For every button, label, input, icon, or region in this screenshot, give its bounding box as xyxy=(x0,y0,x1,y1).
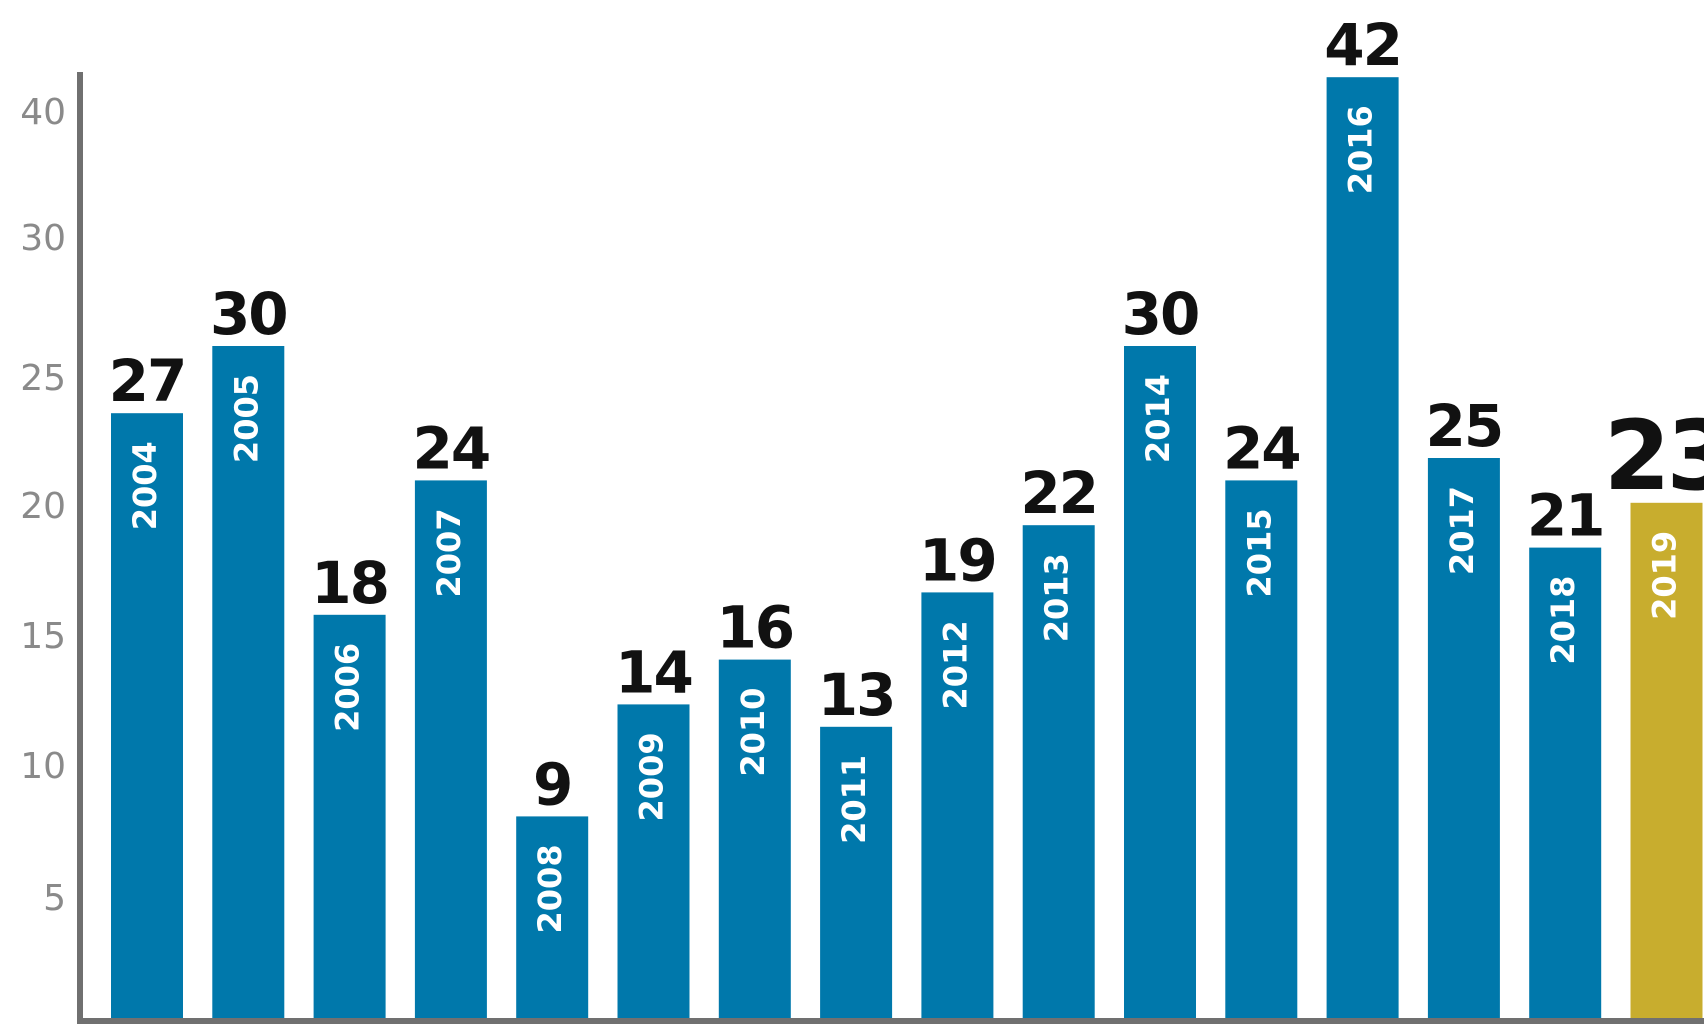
bar-highlight xyxy=(1630,502,1703,1018)
bar-group: 30 2014 xyxy=(1122,280,1200,1018)
y-tick-label: 20 xyxy=(20,486,66,527)
y-axis-ticks: 5 10 15 20 25 30 40 xyxy=(20,92,66,919)
bar-value-label: 21 xyxy=(1527,482,1604,550)
bar-value-label: 30 xyxy=(1122,280,1199,348)
bar-group: 16 2010 xyxy=(716,594,795,1018)
bar-category-label: 2016 xyxy=(1342,105,1380,194)
bar xyxy=(1529,547,1602,1018)
y-tick-label: 40 xyxy=(20,92,66,133)
bar-value-label: 22 xyxy=(1020,459,1097,527)
bar-group: 14 2009 xyxy=(615,638,694,1018)
bar-value-label: 24 xyxy=(413,414,490,482)
bar-value-label: 13 xyxy=(818,661,895,729)
bar-value-label: 25 xyxy=(1426,392,1503,460)
bar xyxy=(921,592,994,1018)
bar-value-label: 19 xyxy=(919,526,996,594)
bar-value-label: 24 xyxy=(1223,414,1300,482)
bar-category-label: 2011 xyxy=(835,755,873,844)
bar xyxy=(617,704,690,1018)
bar-value-label-highlight: 23 xyxy=(1604,400,1704,512)
bars-group: 27 2004 30 2005 18 2006 24 2007 9 2008 14 2009 16 201… xyxy=(109,11,1704,1018)
bar xyxy=(1225,480,1298,1018)
bar-group: 18 2006 xyxy=(311,549,390,1018)
bar xyxy=(414,480,487,1018)
y-tick-label: 25 xyxy=(20,358,66,399)
y-tick-label: 5 xyxy=(43,878,66,919)
bar xyxy=(1326,77,1399,1018)
bar-category-label: 2005 xyxy=(227,374,265,463)
bar-value-label: 14 xyxy=(615,638,692,706)
bar-value-label: 18 xyxy=(311,549,388,617)
bar xyxy=(820,726,893,1018)
bar xyxy=(212,346,285,1018)
bar-value-label: 16 xyxy=(716,594,793,662)
bar-category-label: 2018 xyxy=(1544,576,1582,665)
bar-category-label: 2008 xyxy=(531,844,569,933)
bar-category-label: 2012 xyxy=(936,620,974,709)
bar-category-label: 2019 xyxy=(1646,531,1684,620)
bar-category-label: 2013 xyxy=(1038,553,1076,642)
bar xyxy=(718,659,791,1018)
bar-category-label: 2007 xyxy=(430,508,468,597)
bar-category-label: 2004 xyxy=(126,441,164,530)
bar-group: 24 2007 xyxy=(413,414,491,1018)
bar xyxy=(516,816,589,1018)
axes-group xyxy=(77,72,1704,1024)
bar-group: 19 2012 xyxy=(919,526,998,1018)
bar-category-label: 2014 xyxy=(1139,374,1177,463)
bar-category-label: 2010 xyxy=(734,688,772,777)
bar-category-label: 2009 xyxy=(633,732,671,821)
bar-value-label: 30 xyxy=(210,280,287,348)
bar xyxy=(1022,525,1095,1018)
y-tick-label: 10 xyxy=(20,746,66,787)
bar-value-label: 42 xyxy=(1324,11,1401,79)
bar-group: 30 2005 xyxy=(210,280,289,1018)
bar-group: 22 2013 xyxy=(1020,459,1099,1018)
bar-group: 21 2018 xyxy=(1527,482,1606,1018)
y-tick-label: 30 xyxy=(20,218,66,259)
bar-value-label: 9 xyxy=(533,750,571,818)
bar-group: 23 2019 xyxy=(1604,400,1704,1018)
bar xyxy=(1124,346,1196,1018)
bar-category-label: 2017 xyxy=(1443,486,1481,575)
bar-group: 24 2015 xyxy=(1223,414,1302,1018)
y-tick-label: 15 xyxy=(20,616,66,657)
bar-group: 13 2011 xyxy=(818,661,896,1018)
bar-value-label: 27 xyxy=(109,347,186,415)
bar-group: 27 2004 xyxy=(109,347,187,1018)
bar-category-label: 2015 xyxy=(1240,508,1278,597)
bar-group: 9 2008 xyxy=(516,750,589,1018)
bar xyxy=(1427,458,1500,1018)
bar-category-label: 2006 xyxy=(329,643,367,732)
bar-group: 42 2016 xyxy=(1324,11,1403,1018)
bar-group: 25 2017 xyxy=(1426,392,1504,1018)
bar xyxy=(111,413,183,1018)
bar xyxy=(313,614,386,1018)
